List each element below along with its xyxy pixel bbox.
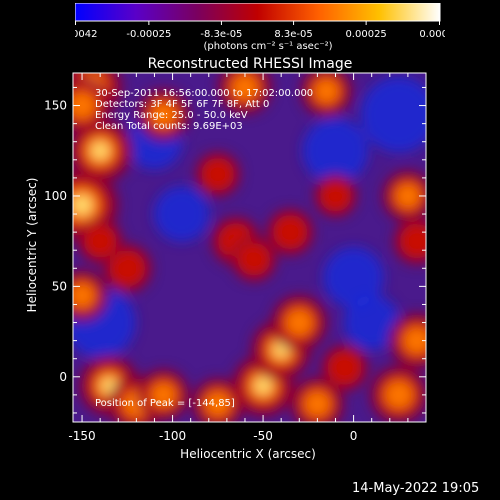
x-tick-label: -100 bbox=[159, 429, 186, 443]
hot-region bbox=[266, 208, 315, 257]
heatmap-image bbox=[73, 73, 426, 422]
annotation-counts: Clean Total counts: 9.69E+03 bbox=[95, 121, 243, 132]
y-axis-label: Heliocentric Y (arcsec) bbox=[25, 178, 39, 313]
hot-region bbox=[137, 368, 190, 421]
hot-region bbox=[73, 77, 111, 134]
hot-region bbox=[381, 169, 426, 223]
peak-position: Position of Peak = [-144,85] bbox=[95, 398, 235, 409]
cold-region bbox=[302, 117, 369, 184]
hot-region bbox=[217, 73, 273, 115]
y-tick-label: 150 bbox=[44, 99, 67, 113]
colorbar-units: (photons cm⁻² s⁻¹ asec⁻²) bbox=[203, 41, 332, 52]
annotation-energy: Energy Range: 25.0 - 50.0 keV bbox=[95, 110, 248, 121]
x-tick-label: -150 bbox=[68, 429, 95, 443]
colorbar-tick-label: -0.00042 bbox=[75, 29, 97, 40]
colorbar-tick-label: -0.00025 bbox=[126, 29, 171, 40]
y-axis: 0 50 100 150 bbox=[44, 86, 426, 414]
x-axis-label: Heliocentric X (arcsec) bbox=[180, 447, 316, 461]
x-tick-label: -50 bbox=[253, 429, 273, 443]
annotation-detectors: Detectors: 3F 4F 5F 6F 7F 8F, Att 0 bbox=[95, 99, 270, 110]
colorbar-tick-label: -8.3e-05 bbox=[200, 29, 242, 40]
hot-region bbox=[73, 118, 133, 184]
hot-region bbox=[77, 218, 123, 264]
hot-region bbox=[137, 88, 190, 141]
plot-frame bbox=[72, 72, 427, 423]
hot-region bbox=[73, 269, 109, 322]
cold-region bbox=[153, 186, 210, 242]
hot-region bbox=[300, 73, 353, 118]
colorbar-tick-label: 0.00025 bbox=[345, 29, 386, 40]
hot-region bbox=[313, 174, 358, 218]
hot-region bbox=[388, 312, 426, 369]
hot-region bbox=[320, 343, 369, 392]
hot-region bbox=[393, 217, 426, 266]
cold-region bbox=[360, 76, 426, 153]
cold-region bbox=[343, 294, 400, 351]
annotation-block: 30-Sep-2011 16:56:00.000 to 17:02:00.000… bbox=[95, 88, 313, 132]
colorbar: -0.00042 -0.00025 -8.3e-05 8.3e-05 0.00025 0.… bbox=[75, 3, 445, 40]
colorbar-ticks: -0.00042 -0.00025 -8.3e-05 8.3e-05 0.00025 0.… bbox=[75, 21, 445, 40]
hot-region bbox=[231, 236, 277, 283]
colorbar-gradient bbox=[75, 3, 441, 22]
hot-region bbox=[369, 365, 426, 422]
hot-region bbox=[191, 377, 244, 422]
y-tick-label: 0 bbox=[59, 370, 67, 384]
x-axis: -150 -100 -50 0 bbox=[68, 73, 427, 443]
x-tick-label: 0 bbox=[350, 429, 358, 443]
y-tick-label: 100 bbox=[44, 189, 67, 203]
hot-region bbox=[195, 151, 241, 198]
chart-title: Reconstructed RHESSI Image bbox=[148, 56, 353, 72]
annotation-time: 30-Sep-2011 16:56:00.000 to 17:02:00.000 bbox=[95, 88, 314, 99]
colorbar-tick-label: 0.00042 bbox=[419, 29, 445, 40]
cold-region bbox=[323, 246, 385, 308]
timestamp: 14-May-2022 19:05 bbox=[352, 481, 480, 496]
colorbar-tick-label: 8.3e-05 bbox=[274, 29, 312, 40]
y-tick-label: 50 bbox=[52, 279, 67, 293]
hot-region bbox=[271, 294, 328, 351]
hot-region bbox=[290, 376, 345, 422]
